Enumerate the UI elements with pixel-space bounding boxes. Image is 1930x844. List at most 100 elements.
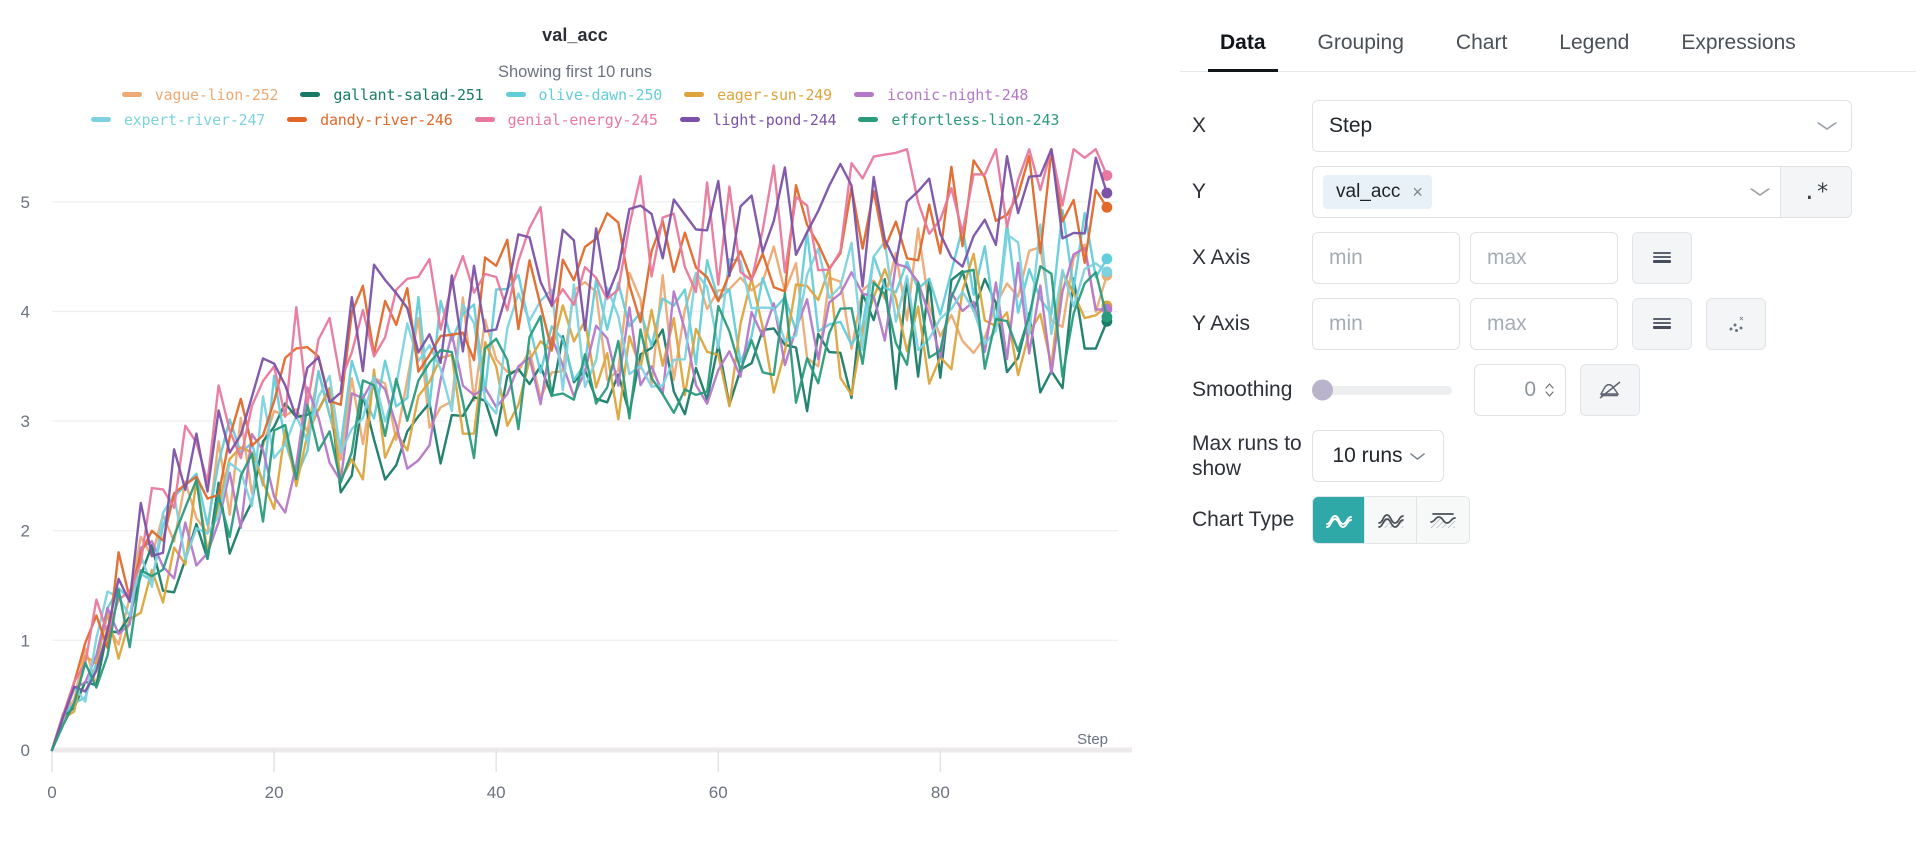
x-axis-log-scale-icon[interactable] [1632,232,1692,284]
y-tick-label: 2 [21,522,30,541]
x-select[interactable]: Step [1312,100,1852,152]
chart-subtitle: Showing first 10 runs [497,63,653,81]
x-tick-label: 0 [47,783,56,802]
y-tick-label: 0 [21,741,30,760]
legend-color-swatch [121,92,142,97]
series-endpoint-marker[interactable] [1101,266,1113,278]
chevron-down-glyph [1750,187,1770,196]
legend-item[interactable]: iconic-night-248 [843,86,1039,104]
chart-type-line-button[interactable] [1313,497,1365,543]
legend-color-swatch [474,117,495,122]
smoothing-slider-thumb[interactable] [1312,379,1333,401]
area-chart-icon [1430,513,1456,528]
legend-color-swatch [287,117,308,122]
chart-type-area-button[interactable] [1417,497,1469,543]
y-axis-max-input[interactable] [1470,298,1618,350]
series-line[interactable] [50,223,1109,752]
y-tick-label: 1 [21,631,30,650]
series-endpoint-marker[interactable] [1101,170,1113,181]
series-endpoint-marker[interactable] [1101,201,1113,213]
x-field-row: X Step [1192,100,1930,152]
y-axis-scatter-icon[interactable]: × [1706,298,1766,350]
legend-item[interactable]: dandy-river-246 [276,111,463,129]
y-axis-label: Y Axis [1192,311,1250,335]
smoothing-value-stepper[interactable]: 0 [1474,364,1566,416]
max-runs-select[interactable]: 10 runs [1312,430,1444,482]
series-endpoint-marker[interactable] [1101,253,1113,265]
y-field-label: Y [1192,179,1207,203]
legend-color-swatch [90,117,111,122]
y-axis-min-input[interactable] [1312,298,1460,350]
legend-label: olive-dawn-250 [538,85,663,104]
smoothing-slider[interactable] [1312,364,1452,416]
series-line[interactable] [50,246,1109,752]
x-select-value: Step [1329,114,1373,137]
legend-item[interactable]: vague-lion-252 [111,86,290,104]
x-tick-label: 40 [487,783,506,802]
y-select[interactable]: val_acc × [1312,166,1780,218]
tab-legend[interactable]: Legend [1559,31,1630,54]
y-metric-pill[interactable]: val_acc × [1323,175,1432,209]
svg-text:×: × [1739,314,1744,323]
regex-toggle-button[interactable]: .* [1780,166,1852,218]
legend-label: expert-river-247 [123,110,266,129]
scatter-glyph: × [1729,314,1744,332]
series-endpoint-marker[interactable] [1101,187,1113,199]
y-tick-label: 5 [21,193,30,212]
chart-type-segmented-control [1312,496,1470,544]
y-metric-label: val_acc [1336,181,1401,202]
smoothing-row: Smoothing 0 [1192,364,1930,416]
y-tick-label: 4 [21,302,30,321]
smoothing-label: Smoothing [1192,377,1293,401]
tab-expressions[interactable]: Expressions [1681,31,1796,54]
legend-color-swatch [679,117,700,122]
legend-item[interactable]: effortless-lion-243 [847,111,1070,129]
max-runs-value: 10 runs [1332,444,1403,467]
x-axis-title: Step [1077,731,1108,748]
x-field-label: X [1192,113,1207,137]
plot-svg[interactable]: 0 1 2 3 4 5 0 20 40 60 80 Step [0,128,1160,808]
smoothing-off-glyph [1599,381,1621,399]
log-scale-glyph [1653,252,1671,263]
chevron-down-glyph [1817,121,1837,130]
tab-grouping[interactable]: Grouping [1317,31,1404,54]
legend-label: gallant-salad-251 [333,85,484,104]
legend-row-1: vague-lion-252 gallant-salad-251 olive-daw… [0,82,1150,107]
line-area-chart-icon [1377,514,1404,528]
chart-title: val_acc [542,25,608,45]
legend-item[interactable]: light-pond-244 [669,111,848,129]
legend-item[interactable]: olive-dawn-250 [495,86,674,104]
max-runs-row: Max runs to show 10 runs [1192,430,1930,482]
series-endpoint-marker[interactable] [1101,311,1113,323]
series-line[interactable] [50,265,1109,752]
x-axis-min-input[interactable] [1312,232,1460,284]
log-scale-glyph [1653,318,1671,329]
tab-data[interactable]: Data [1194,31,1292,72]
chevron-down-icon[interactable] [1748,185,1771,200]
line-chart-icon [1325,515,1352,528]
chart-type-line-area-button[interactable] [1365,497,1417,543]
chart-type-label: Chart Type [1192,507,1295,531]
legend-item[interactable]: genial-energy-245 [464,111,669,129]
smoothing-off-icon[interactable] [1580,364,1640,416]
plot-area[interactable]: 0 1 2 3 4 5 0 20 40 60 80 Step [0,128,1160,808]
y-axis-log-scale-icon[interactable] [1632,298,1692,350]
series-line[interactable] [50,148,1109,752]
tab-chart[interactable]: Chart [1455,31,1508,54]
x-axis-max-input[interactable] [1470,232,1618,284]
chart-type-row: Chart Type [1192,496,1930,544]
legend-label: dandy-river-246 [320,110,453,129]
legend-item[interactable]: expert-river-247 [80,111,276,129]
legend-item[interactable]: gallant-salad-251 [289,86,494,104]
x-axis-row: X Axis [1192,232,1930,284]
chevron-down-icon [1815,119,1838,134]
remove-metric-icon[interactable]: × [1412,182,1423,202]
x-tick-label: 80 [931,783,950,802]
legend-item[interactable]: eager-sun-249 [673,86,843,104]
x-tick-label: 60 [709,783,728,802]
settings-panel: Data Grouping Chart Legend Expressions X Ste… [1180,0,1930,844]
stepper-arrows-icon[interactable] [1544,381,1555,399]
smoothing-slider-track[interactable] [1312,379,1452,401]
series-line[interactable] [50,148,1109,752]
panel-tabs: Data Grouping Chart Legend Expressions [1180,0,1916,72]
